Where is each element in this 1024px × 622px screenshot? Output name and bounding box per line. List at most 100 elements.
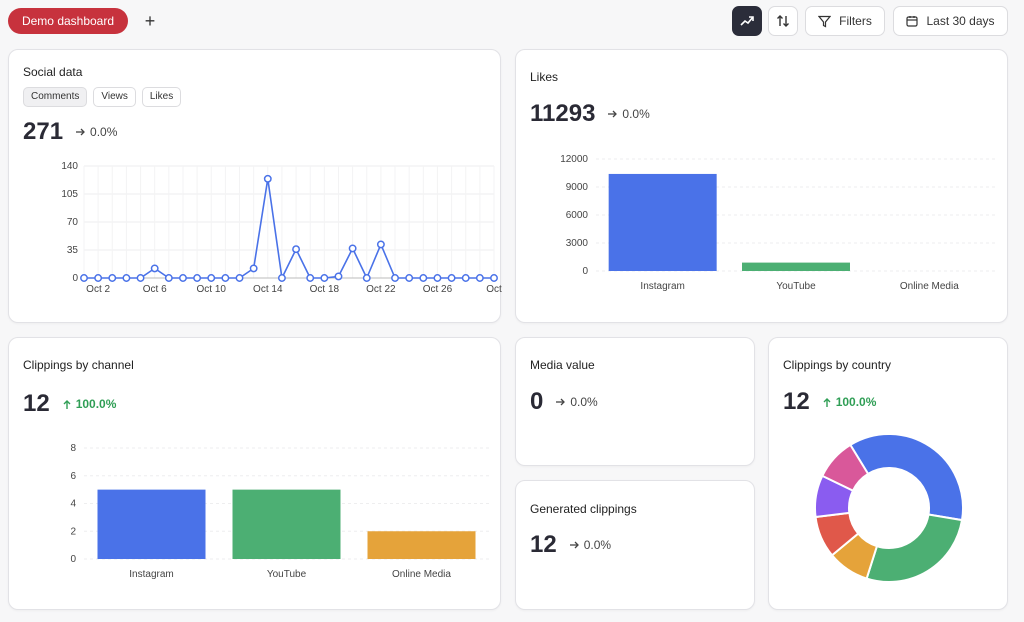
x-tick-label: Instagram — [640, 281, 684, 292]
top-bar: Demo dashboard + Filters Last 30 days — [0, 0, 1024, 44]
data-point — [164, 274, 173, 282]
y-tick-label: 0 — [72, 273, 78, 284]
social-data-card: Social data Comments Views Likes 271 0.0… — [8, 49, 502, 323]
chip-views[interactable]: Views — [93, 87, 136, 107]
data-point — [362, 274, 371, 282]
x-tick-label: YouTube — [776, 281, 816, 292]
clippings-channel-card: Clippings by channel 12 100.0% 0 2 4 6 8 Inst… — [8, 337, 501, 610]
arrow-up-icon — [63, 399, 71, 409]
card-title: Social data — [23, 65, 83, 79]
data-point — [80, 274, 88, 282]
y-tick-label: 12000 — [560, 154, 588, 165]
x-tick-label: Oct 14 — [253, 284, 283, 295]
data-point — [292, 245, 301, 254]
data-point — [122, 274, 131, 282]
chip-comments[interactable]: Comments — [23, 87, 88, 107]
metric-value: 12 — [23, 390, 50, 417]
y-tick-label: 3000 — [566, 238, 589, 249]
x-tick-label: Oct 22 — [366, 284, 396, 295]
metric-value: 0 — [530, 388, 544, 415]
metric-row: 12 100.0% — [23, 390, 116, 418]
y-tick-label: 6000 — [566, 210, 589, 221]
data-point — [391, 274, 399, 282]
x-tick-label: Oct 6 — [143, 284, 167, 295]
data-point — [490, 274, 498, 282]
y-tick-label: 6 — [70, 471, 76, 482]
x-tick-label: Oct 26 — [423, 284, 453, 295]
data-point — [235, 274, 244, 282]
y-tick-label: 9000 — [566, 182, 589, 193]
metric-row: 271 0.0% — [23, 118, 117, 146]
donut-slice — [821, 443, 870, 492]
card-title: Generated clippings — [530, 502, 637, 516]
y-tick-label: 105 — [61, 189, 78, 200]
data-point — [475, 274, 484, 282]
arrow-up-icon — [823, 397, 831, 407]
metric-value: 12 — [530, 531, 557, 558]
calendar-icon — [906, 16, 919, 27]
x-tick-label: Online Media — [392, 569, 451, 580]
data-point — [249, 264, 258, 273]
bar — [232, 489, 341, 559]
delta-value: 0.0% — [622, 107, 650, 121]
data-point — [193, 274, 202, 282]
x-tick-label: Oct — [486, 284, 502, 295]
metric-row: 12 100.0% — [783, 388, 876, 416]
x-tick-label: Oct 2 — [86, 284, 110, 295]
card-title: Clippings by channel — [23, 358, 134, 372]
bar — [97, 489, 206, 559]
data-point — [150, 264, 159, 273]
bar — [608, 173, 717, 271]
y-tick-label: 2 — [70, 526, 76, 537]
metric-row: 0 0.0% — [530, 388, 598, 416]
x-tick-label: Oct 18 — [310, 284, 340, 295]
dashboard-tab[interactable]: Demo dashboard — [8, 8, 128, 34]
data-point — [461, 274, 470, 282]
sort-arrows-icon — [777, 15, 789, 27]
data-point — [348, 244, 357, 253]
generated-clippings-card: Generated clippings 12 0.0% — [515, 480, 755, 610]
arrow-right-icon — [76, 128, 85, 136]
donut-slice — [865, 513, 964, 583]
clippings-country-card: Clippings by country 12 100.0% — [768, 337, 1008, 610]
data-point — [376, 240, 385, 249]
arrow-right-icon — [608, 110, 618, 118]
bar — [742, 262, 850, 271]
delta-value: 100.0% — [75, 397, 117, 411]
bar — [367, 531, 476, 559]
add-tab-button[interactable]: + — [144, 11, 156, 31]
y-tick-label: 4 — [70, 499, 76, 510]
y-tick-label: 8 — [70, 443, 76, 454]
metric-value: 12 — [783, 388, 810, 415]
trend-view-button[interactable] — [732, 6, 762, 36]
data-point — [433, 274, 442, 282]
data-point — [179, 274, 187, 282]
data-point — [334, 272, 343, 281]
data-point — [320, 274, 329, 282]
metric-delta: 100.0% — [822, 395, 876, 409]
sort-button[interactable] — [768, 6, 798, 36]
x-tick-label: Instagram — [129, 569, 173, 580]
filter-icon — [818, 15, 832, 27]
date-range-button[interactable]: Last 30 days — [893, 6, 1008, 36]
metric-delta: 0.0% — [569, 538, 611, 552]
y-tick-label: 35 — [67, 245, 79, 256]
likes-bar-chart: 0 3000 6000 9000 12000 Instagram YouTube Online… — [560, 154, 996, 292]
card-title: Clippings by country — [783, 358, 892, 372]
metric-chips: Comments Views Likes — [23, 87, 187, 107]
date-range-label: Last 30 days — [926, 14, 995, 28]
chip-likes[interactable]: Likes — [141, 87, 182, 107]
x-tick-label: YouTube — [267, 569, 307, 580]
delta-value: 0.0% — [90, 125, 118, 139]
arrow-right-icon — [569, 541, 579, 549]
donut-slice — [848, 433, 964, 522]
y-tick-label: 0 — [582, 266, 588, 277]
metric-value: 271 — [23, 118, 64, 145]
filters-button[interactable]: Filters — [805, 6, 885, 36]
data-point — [277, 274, 286, 282]
likes-card: Likes 11293 0.0% 0 3000 6000 9000 12000 Insta… — [515, 49, 1008, 323]
delta-value: 0.0% — [583, 538, 612, 552]
data-point — [419, 274, 428, 282]
arrow-right-icon — [556, 398, 566, 406]
data-point — [207, 274, 216, 282]
